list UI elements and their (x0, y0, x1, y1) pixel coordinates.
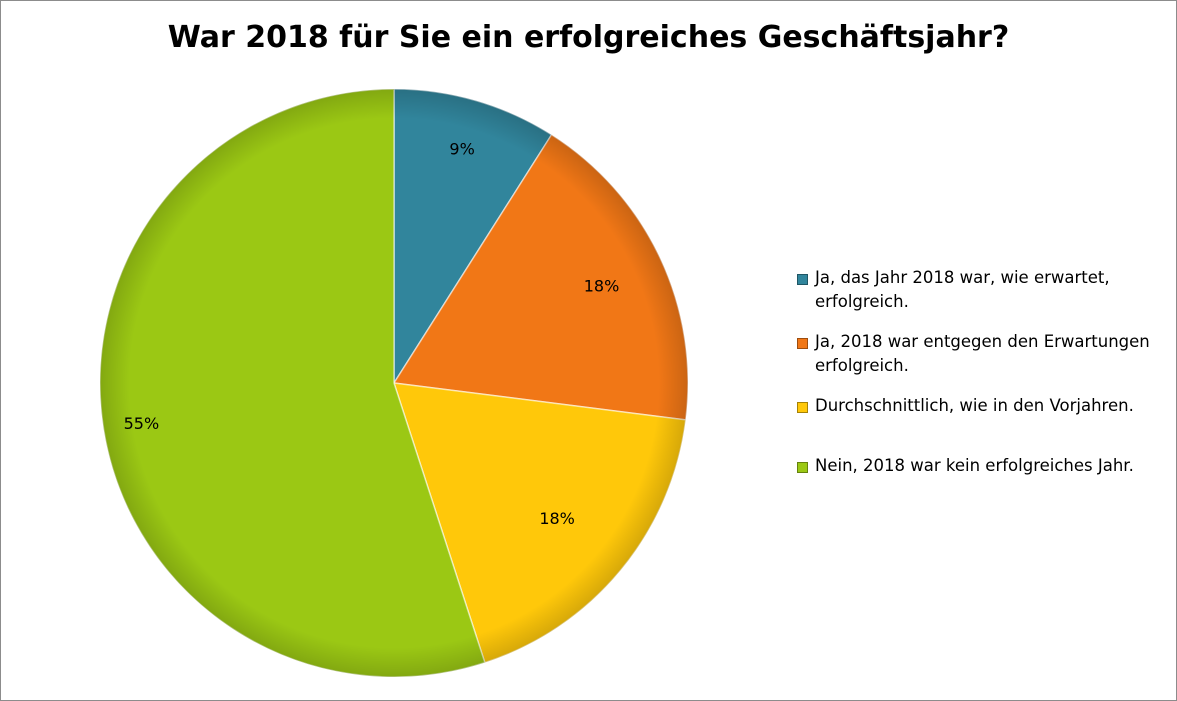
legend-label-durchschnittlich: Durchschnittlich, wie in den Vorjahren. (815, 396, 1134, 415)
legend-label-ja-wie-erwartet: Ja, das Jahr 2018 war, wie erwartet, erf… (815, 268, 1110, 311)
data-label-durchschnittlich: 18% (539, 509, 575, 528)
chart-title: War 2018 für Sie ein erfolgreiches Gesch… (167, 20, 1010, 55)
legend-label-nein: Nein, 2018 war kein erfolgreiches Jahr. (815, 456, 1134, 475)
legend-item-durchschnittlich: Durchschnittlich, wie in den Vorjahren. (797, 394, 1167, 418)
legend-swatch-ja-entgegen-erwartungen (797, 338, 808, 349)
legend-item-ja-wie-erwartet: Ja, das Jahr 2018 war, wie erwartet, erf… (797, 266, 1167, 314)
legend-item-ja-entgegen-erwartungen: Ja, 2018 war entgegen den Erwartungen er… (797, 330, 1167, 378)
legend-swatch-ja-wie-erwartet (797, 274, 808, 285)
data-label-ja-entgegen-erwartungen: 18% (584, 276, 620, 295)
legend-swatch-durchschnittlich (797, 402, 808, 413)
legend-label-ja-entgegen-erwartungen: Ja, 2018 war entgegen den Erwartungen er… (815, 332, 1150, 375)
legend-item-nein: Nein, 2018 war kein erfolgreiches Jahr. (797, 454, 1167, 478)
data-label-nein: 55% (124, 414, 160, 433)
data-label-ja-wie-erwartet: 9% (449, 140, 474, 159)
legend-swatch-nein (797, 462, 808, 473)
legend: Ja, das Jahr 2018 war, wie erwartet, erf… (797, 266, 1167, 478)
